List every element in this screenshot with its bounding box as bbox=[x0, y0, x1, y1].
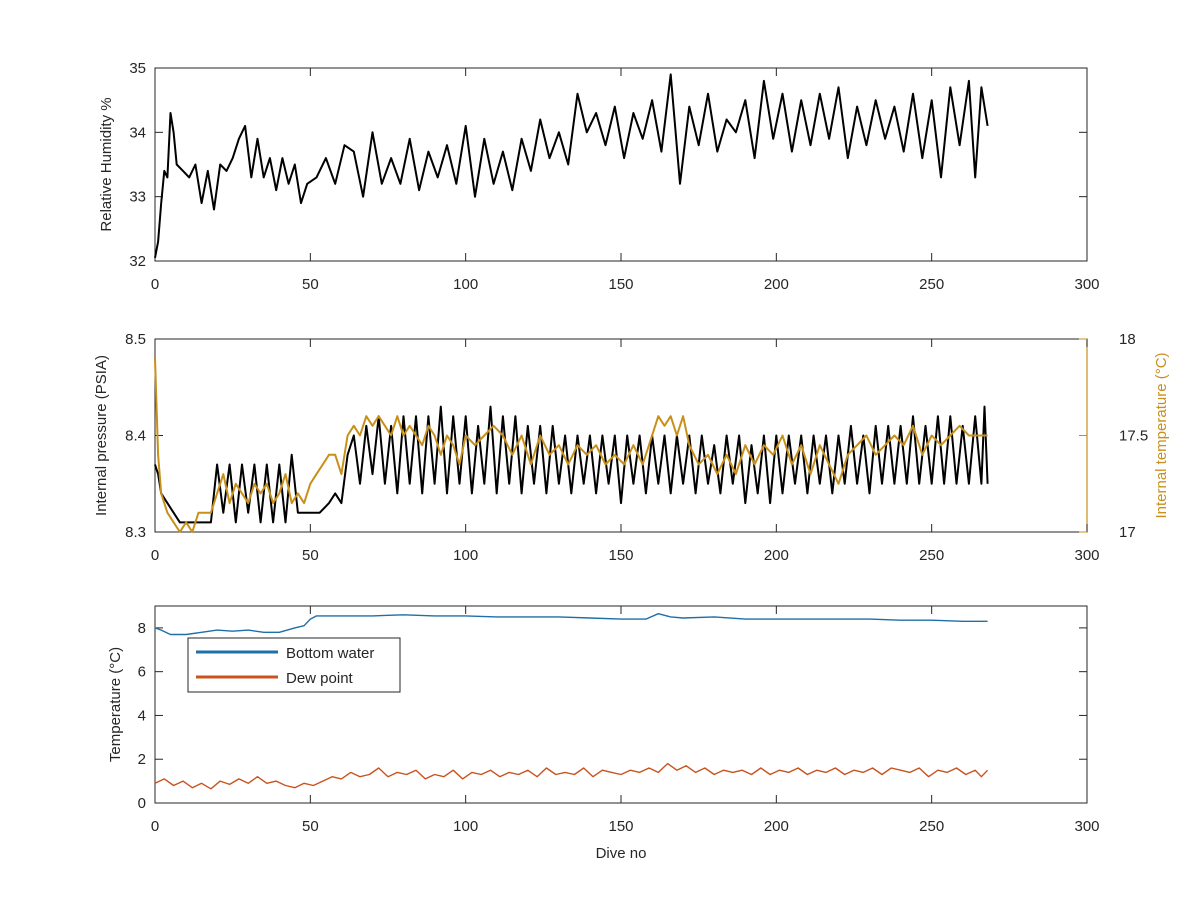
x-tick-label: 100 bbox=[453, 818, 478, 835]
legend-box bbox=[187, 637, 401, 693]
x-tick-label: 50 bbox=[302, 818, 319, 835]
x-tick-label: 250 bbox=[919, 818, 944, 835]
temperature-legend: Bottom water Dew point bbox=[187, 637, 401, 693]
x-tick-label: 150 bbox=[608, 818, 633, 835]
y-tick-label: 0 bbox=[138, 795, 146, 812]
right-y-tick-label: 17.5 bbox=[1119, 428, 1148, 445]
x-tick-label: 150 bbox=[608, 276, 633, 293]
x-tick-label: 250 bbox=[919, 276, 944, 293]
y-tick-label: 8.5 bbox=[125, 331, 146, 348]
x-tick-label: 250 bbox=[919, 547, 944, 564]
y-tick-label: 34 bbox=[129, 124, 146, 141]
y-tick-label: 2 bbox=[138, 751, 146, 768]
x-tick-label: 0 bbox=[151, 547, 159, 564]
dew-point-series-line bbox=[154, 762, 989, 790]
series-line-1-1 bbox=[154, 358, 988, 533]
y-tick-label: 35 bbox=[129, 60, 146, 77]
humidity-panel: Relative Humidity % 0 50 100 150 200 250 300 32… bbox=[98, 60, 1100, 293]
legend-label-dew-point: Dew point bbox=[286, 670, 354, 687]
y-tick-label: 8 bbox=[138, 620, 146, 637]
y-tick-label: 8.3 bbox=[125, 524, 146, 541]
x-tick-label: 300 bbox=[1074, 276, 1099, 293]
x-tick-label: 100 bbox=[453, 276, 478, 293]
y-tick-label: 6 bbox=[138, 664, 146, 681]
x-tick-label: 150 bbox=[608, 547, 633, 564]
right-y-tick-label: 17 bbox=[1119, 524, 1136, 541]
x-tick-label: 300 bbox=[1074, 547, 1099, 564]
series-line-1-0 bbox=[154, 405, 989, 524]
y-tick-label: 32 bbox=[129, 253, 146, 270]
temperature-y-axis-label: Temperature (°C) bbox=[107, 647, 124, 762]
pressure-y-axis-label: Internal pressure (PSIA) bbox=[93, 355, 110, 516]
y-tick-label: 4 bbox=[138, 707, 146, 724]
y-tick-label: 33 bbox=[129, 189, 146, 206]
series-line-0-0 bbox=[154, 73, 989, 258]
x-axis-label: Dive no bbox=[596, 845, 647, 862]
bottom-water-series-line bbox=[154, 613, 988, 636]
x-tick-label: 200 bbox=[764, 547, 789, 564]
temperature-panel: Temperature (°C) Dive no 0 50 100 150 200 250… bbox=[107, 605, 1100, 862]
x-tick-label: 300 bbox=[1074, 818, 1099, 835]
x-tick-label: 200 bbox=[764, 276, 789, 293]
legend-label-bottom-water: Bottom water bbox=[286, 645, 374, 662]
x-tick-label: 0 bbox=[151, 276, 159, 293]
x-tick-label: 200 bbox=[764, 818, 789, 835]
x-tick-label: 0 bbox=[151, 818, 159, 835]
right-y-tick-label: 18 bbox=[1119, 331, 1136, 348]
x-tick-label: 50 bbox=[302, 276, 319, 293]
internal-temperature-y-axis-label: Internal temperature (°C) bbox=[1153, 352, 1170, 518]
x-tick-label: 100 bbox=[453, 547, 478, 564]
humidity-y-axis-label: Relative Humidity % bbox=[98, 97, 115, 231]
y-tick-label: 8.4 bbox=[125, 428, 146, 445]
x-tick-label: 50 bbox=[302, 547, 319, 564]
pressure-temperature-panel: Internal pressure (PSIA) Internal temper… bbox=[93, 331, 1170, 564]
